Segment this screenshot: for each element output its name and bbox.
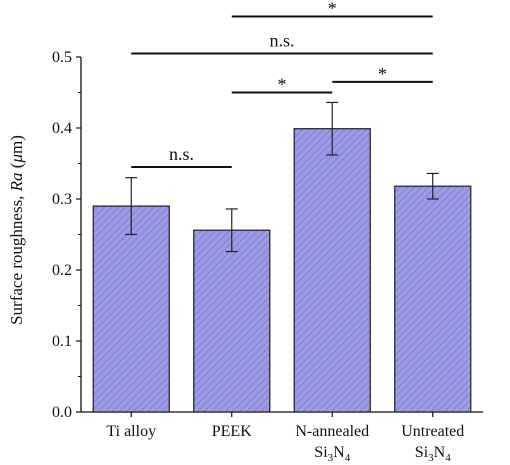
significance-label: * bbox=[328, 0, 337, 19]
y-ticks: 0.0 0.1 0.2 0.3 0.4 0.5 bbox=[52, 49, 434, 421]
error-bars bbox=[125, 101, 439, 253]
x-category-sublabel: Si3N4 bbox=[314, 444, 350, 464]
formula-part: N bbox=[434, 444, 446, 461]
x-category-label: PEEK bbox=[212, 423, 252, 440]
y-axis-label: Surface roughness, Ra (μm) bbox=[7, 135, 26, 325]
significance-label: n.s. bbox=[169, 144, 194, 164]
subscript: 4 bbox=[345, 452, 351, 464]
y-tick-label: 0.0 bbox=[52, 404, 72, 421]
bars bbox=[92, 128, 472, 413]
significance-label: * bbox=[378, 64, 387, 84]
x-category-label: Untreated bbox=[401, 423, 464, 440]
formula-part: Si bbox=[314, 444, 328, 461]
y-tick-label: 0.3 bbox=[52, 191, 72, 208]
significance-label: * bbox=[278, 75, 287, 95]
y-tick-label: 0.5 bbox=[52, 49, 72, 66]
bar bbox=[293, 128, 371, 413]
significance-label: n.s. bbox=[269, 30, 294, 50]
y-tick-label: 0.1 bbox=[52, 333, 72, 350]
subscript: 3 bbox=[328, 452, 334, 464]
significance-brackets: n.s. * * n.s. * bbox=[131, 0, 433, 169]
x-category-label: N-annealed bbox=[295, 423, 369, 440]
x-category-sublabel: Si3N4 bbox=[415, 444, 451, 464]
formula-part: Si bbox=[415, 444, 429, 461]
subscript: 3 bbox=[428, 452, 434, 464]
subscript: 4 bbox=[445, 452, 451, 464]
x-categories: Ti alloy PEEK N-annealedSi3N4UntreatedSi3N… bbox=[106, 423, 464, 464]
bar bbox=[193, 229, 271, 413]
bar bbox=[92, 205, 170, 413]
formula-part: N bbox=[333, 444, 345, 461]
y-tick-label: 0.2 bbox=[52, 262, 72, 279]
bar bbox=[394, 185, 472, 413]
y-tick-label: 0.4 bbox=[52, 120, 72, 137]
x-category-label: Ti alloy bbox=[106, 423, 156, 440]
